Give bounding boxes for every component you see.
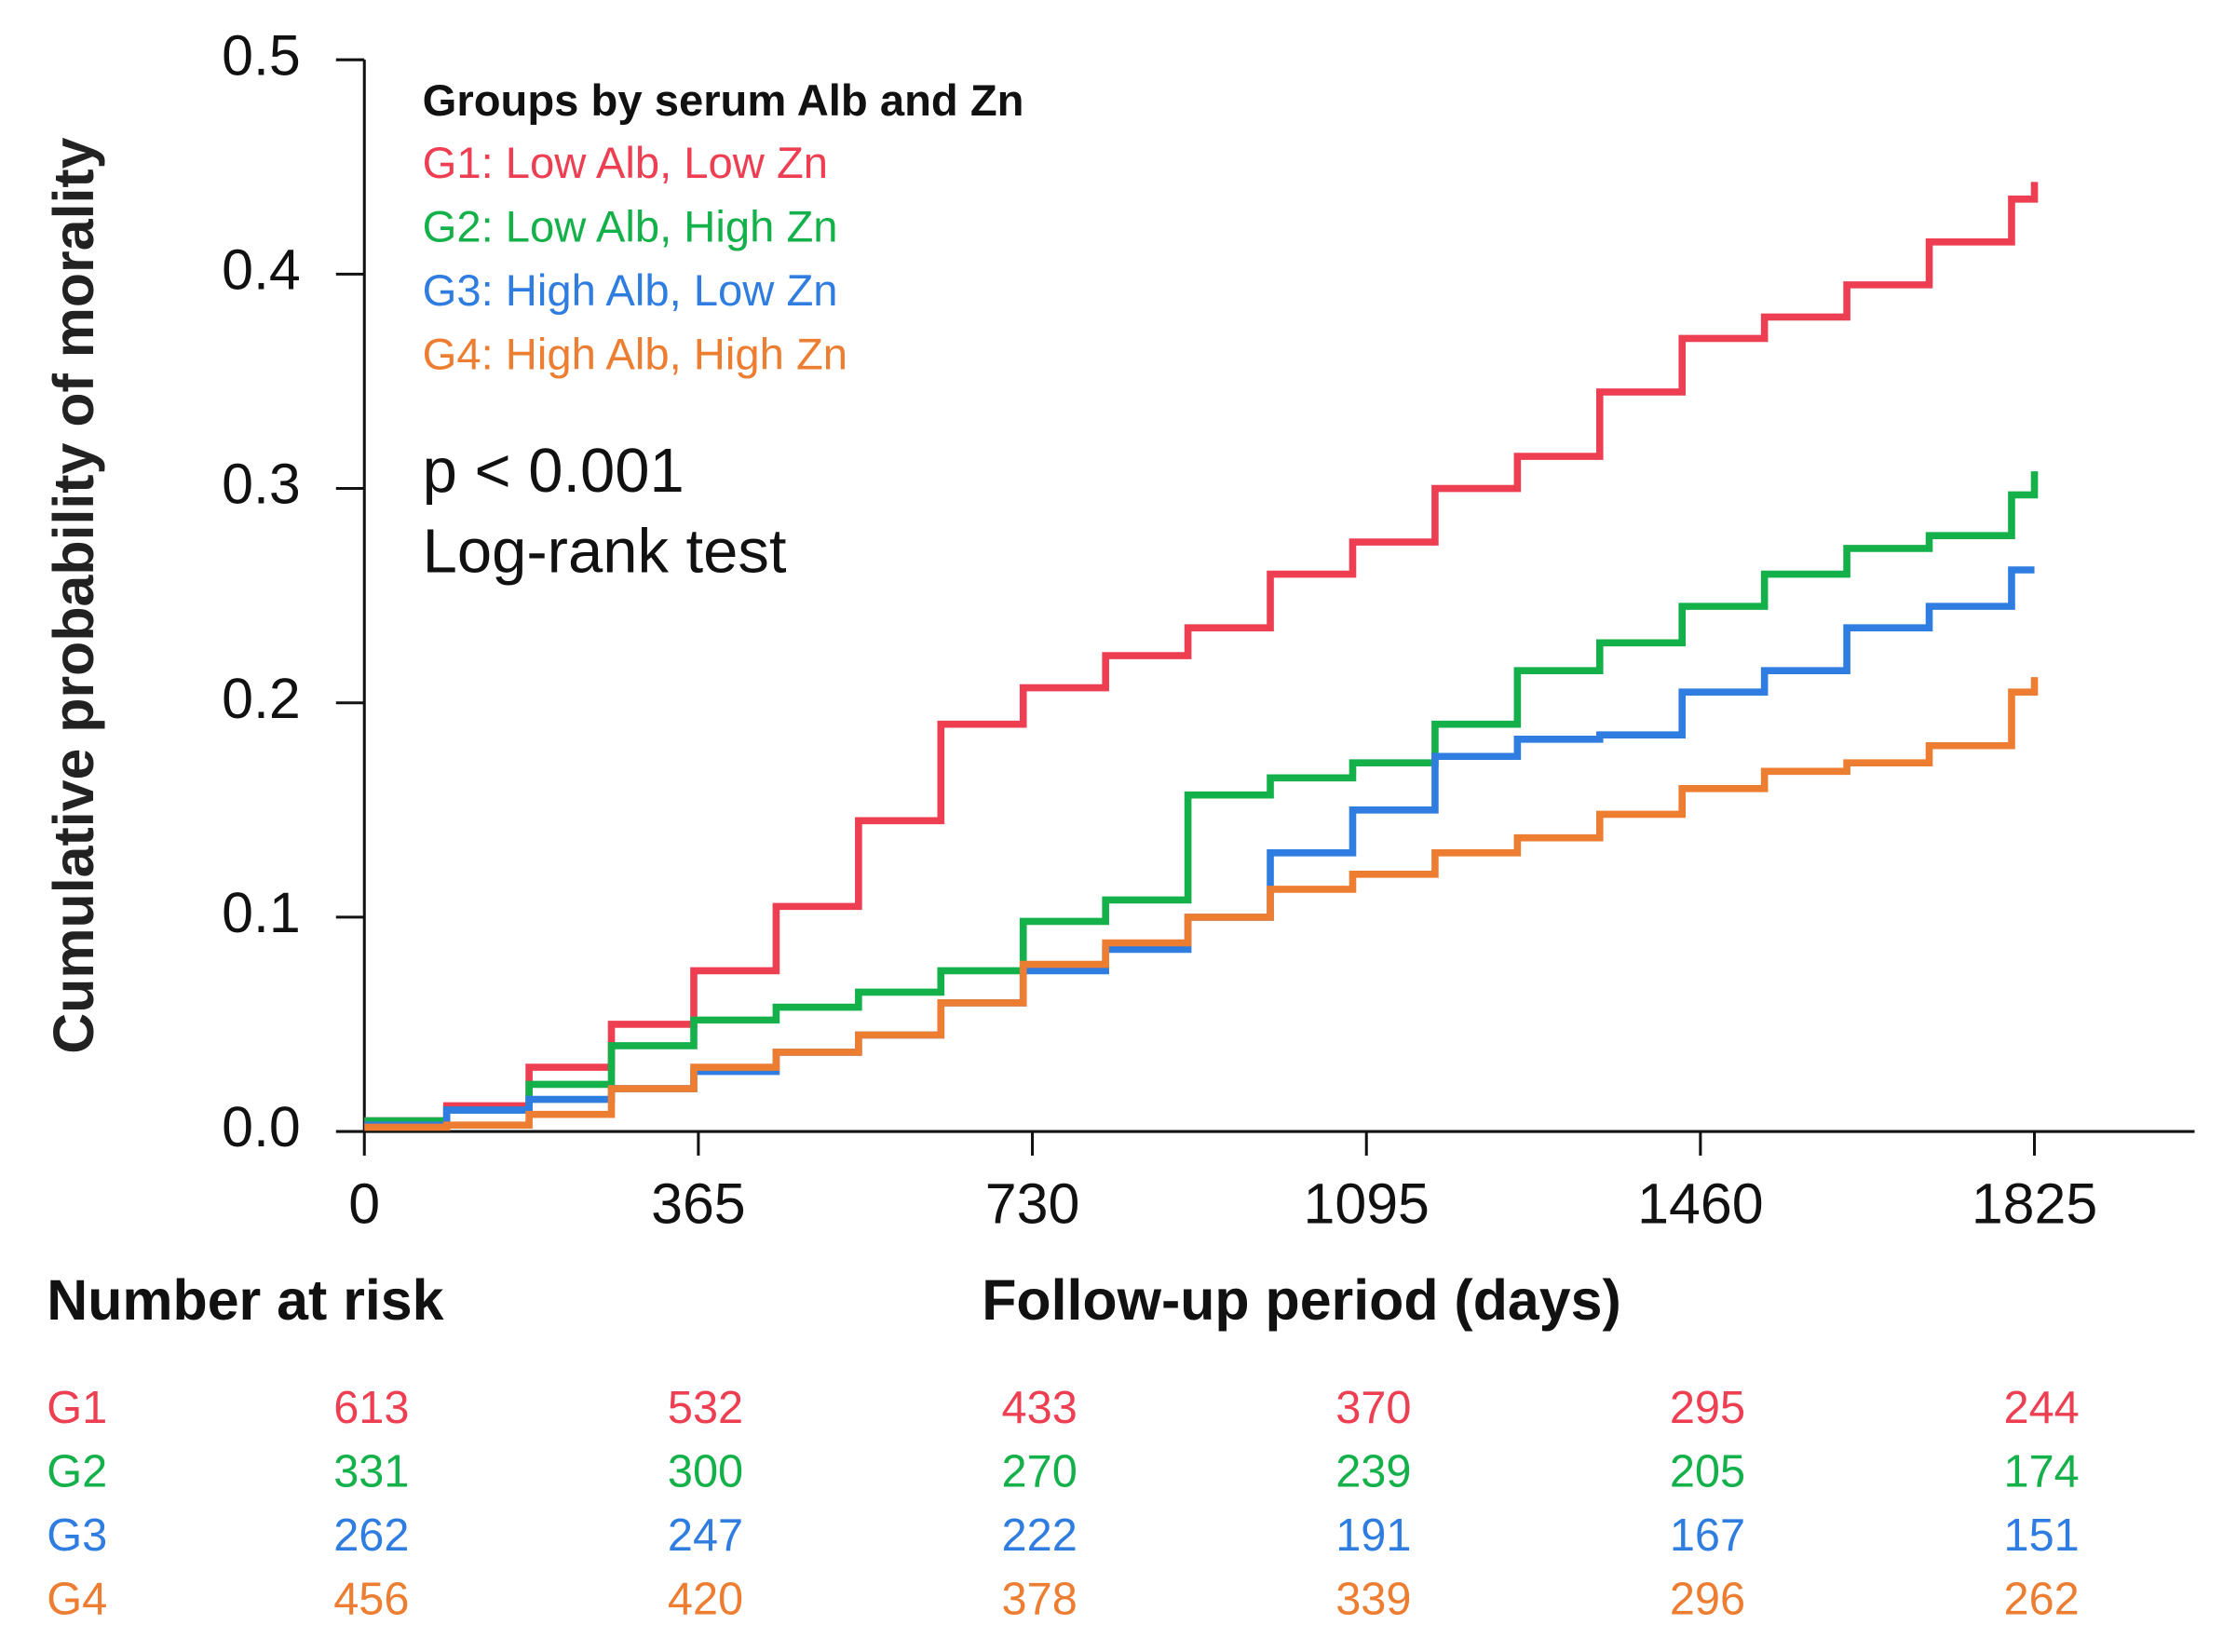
risk-value: 167	[1670, 1510, 1745, 1561]
y-axis-title: Cumulative probability of morality	[42, 137, 105, 1053]
risk-value: 296	[1670, 1574, 1745, 1624]
y-tick-label: 0.1	[222, 881, 301, 944]
risk-value: 151	[2004, 1510, 2080, 1561]
km-curve	[364, 677, 2039, 1131]
risk-row-label: G1	[47, 1383, 107, 1433]
x-tick-label: 0	[348, 1171, 380, 1235]
x-tick-label: 1095	[1303, 1171, 1429, 1235]
risk-value: 262	[333, 1510, 409, 1561]
risk-value: 300	[668, 1446, 743, 1496]
y-tick-label: 0.4	[222, 237, 301, 301]
risk-row-label: G3	[47, 1510, 107, 1561]
annotation: p < 0.001	[423, 436, 685, 506]
risk-row-label: G4	[47, 1574, 107, 1624]
risk-row-label: G2	[47, 1446, 107, 1496]
risk-value: 456	[333, 1574, 409, 1624]
risk-value: 370	[1335, 1383, 1411, 1433]
x-tick-label: 730	[985, 1171, 1080, 1235]
risk-value: 339	[1335, 1574, 1411, 1624]
km-curve	[364, 471, 2039, 1125]
y-tick-label: 0.0	[222, 1095, 301, 1158]
legend-entry: G1: Low Alb, Low Zn	[423, 139, 828, 188]
risk-value: 331	[333, 1446, 409, 1496]
risk-value: 244	[2004, 1383, 2080, 1433]
risk-value: 247	[668, 1510, 743, 1561]
risk-value: 174	[2004, 1446, 2080, 1496]
y-tick-label: 0.5	[222, 23, 301, 87]
annotation: Log-rank test	[423, 517, 787, 587]
km-curve	[364, 182, 2039, 1125]
risk-value: 191	[1335, 1510, 1411, 1561]
x-tick-label: 365	[651, 1171, 746, 1235]
y-tick-label: 0.2	[222, 667, 301, 730]
x-tick-label: 1825	[1972, 1171, 2097, 1235]
legend-entry: G4: High Alb, High Zn	[423, 330, 847, 379]
risk-value: 378	[1002, 1574, 1078, 1624]
risk-value: 420	[668, 1574, 743, 1624]
legend-title: Groups by serum Alb and Zn	[423, 76, 1024, 126]
risk-value: 222	[1002, 1510, 1078, 1561]
y-tick-label: 0.3	[222, 453, 301, 516]
risk-value: 295	[1670, 1383, 1745, 1433]
risk-value: 239	[1335, 1446, 1411, 1496]
x-tick-label: 1460	[1637, 1171, 1763, 1235]
risk-value: 262	[2004, 1574, 2080, 1624]
risk-value: 532	[668, 1383, 743, 1433]
risk-table-title: Number at risk	[47, 1268, 443, 1332]
risk-value: 205	[1670, 1446, 1745, 1496]
risk-value: 433	[1002, 1383, 1078, 1433]
risk-value: 613	[333, 1383, 409, 1433]
legend-entry: G2: Low Alb, High Zn	[423, 202, 838, 251]
x-axis-title: Follow-up period (days)	[982, 1268, 1621, 1332]
legend-entry: G3: High Alb, Low Zn	[423, 266, 838, 316]
risk-value: 270	[1002, 1446, 1078, 1496]
